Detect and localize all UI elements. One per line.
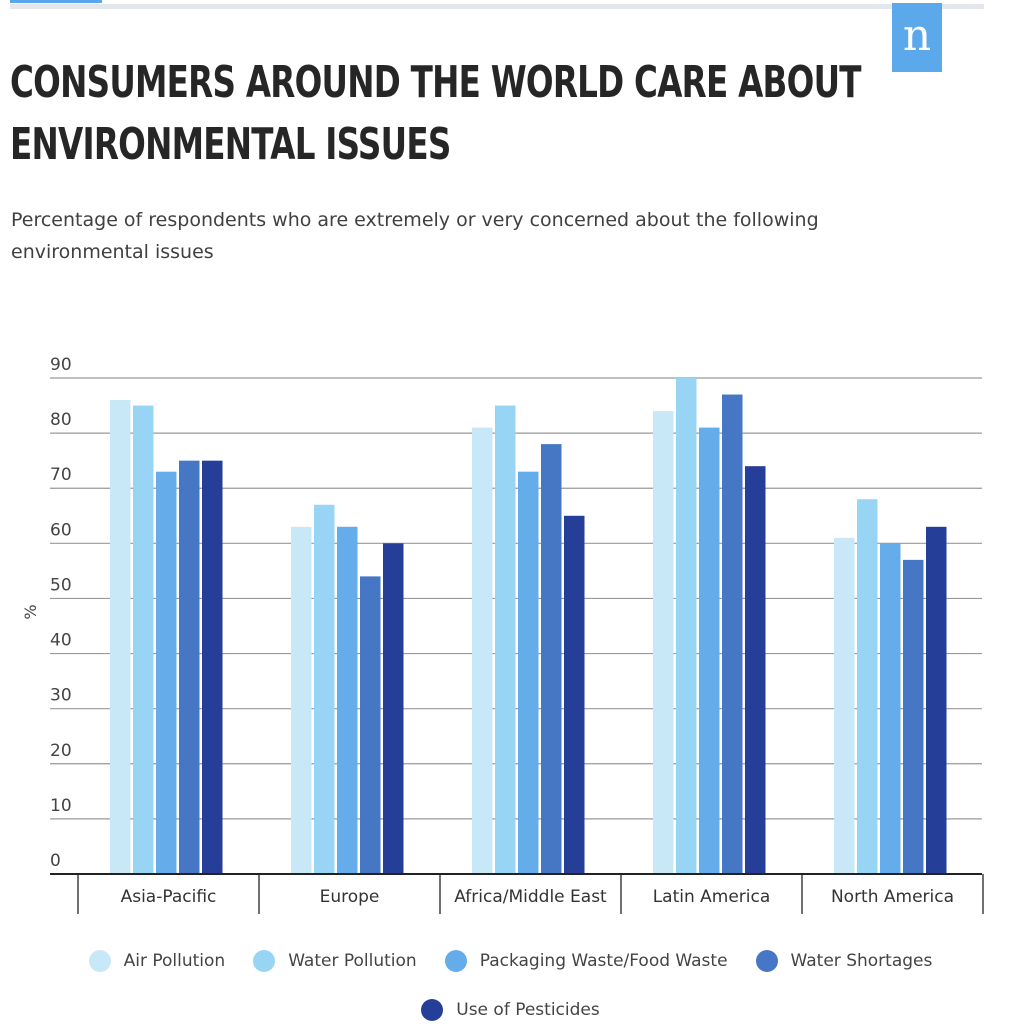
x-tick-label: Latin America	[653, 887, 771, 907]
bar	[699, 427, 720, 874]
legend-label: Packaging Waste/Food Waste	[479, 951, 728, 971]
bar	[383, 543, 404, 874]
bar	[926, 526, 947, 874]
legend-row: Use of Pesticides	[0, 994, 1021, 1026]
bar	[314, 504, 335, 874]
y-tick-label: 60	[50, 520, 72, 540]
legend-dot-icon	[88, 950, 111, 972]
bar	[834, 537, 855, 874]
bar	[745, 466, 766, 874]
bar	[518, 471, 539, 874]
bar	[541, 444, 562, 874]
x-tick-label: Africa/Middle East	[454, 887, 607, 907]
bar	[337, 526, 358, 874]
bar	[202, 460, 223, 874]
bar	[722, 394, 743, 874]
top-border-accent	[10, 0, 102, 3]
bar	[495, 405, 516, 874]
legend-row: Air Pollution Water Pollution Packaging Wa…	[0, 945, 1021, 977]
y-tick-label: 90	[50, 355, 72, 375]
brand-logo: n	[892, 3, 942, 72]
legend-label: Water Shortages	[790, 951, 933, 971]
y-tick-label: 70	[50, 465, 72, 485]
bar	[472, 427, 493, 874]
legend-dot-icon	[444, 950, 467, 972]
chart-subtitle: Percentage of respondents who are extrem…	[11, 209, 819, 263]
bar	[857, 499, 878, 874]
chart-legend: Air Pollution Water Pollution Packaging Wa…	[0, 945, 1021, 1026]
bar	[156, 471, 177, 874]
x-tick-label: Europe	[320, 887, 380, 907]
y-tick-label: 40	[50, 631, 72, 651]
title-line-2: ENVIRONMENTAL ISSUES	[10, 119, 451, 170]
legend-item: Packaging Waste/Food Waste	[444, 950, 728, 972]
bar	[903, 559, 924, 874]
bar	[880, 543, 901, 874]
bar	[291, 526, 312, 874]
x-tick-label: North America	[831, 887, 954, 907]
legend-label: Use of Pesticides	[456, 1000, 600, 1020]
bar	[676, 378, 697, 874]
legend-label: Air Pollution	[123, 951, 226, 971]
legend-dot-icon	[421, 999, 444, 1021]
y-tick-label: 30	[50, 686, 72, 706]
y-tick-label: 0	[50, 851, 61, 871]
bar	[360, 576, 381, 874]
bar	[179, 460, 200, 874]
legend-label: Water Pollution	[288, 951, 417, 971]
bar	[110, 400, 131, 874]
bar	[133, 405, 154, 874]
x-tick-label: Asia-Pacific	[121, 887, 217, 907]
legend-dot-icon	[253, 950, 276, 972]
top-border	[10, 4, 984, 9]
legend-item: Water Shortages	[755, 950, 933, 972]
legend-item: Use of Pesticides	[421, 999, 600, 1021]
y-tick-label: 80	[50, 410, 72, 430]
legend-item: Air Pollution	[88, 950, 226, 972]
y-tick-label: 10	[50, 796, 72, 816]
bar	[653, 411, 674, 874]
y-tick-label: 20	[50, 741, 72, 761]
legend-dot-icon	[755, 950, 778, 972]
bar-chart: 0 10 20 30 40 50 60 70 80 90% Asia-Pacific Europe Af…	[21, 355, 984, 914]
y-tick-label: 50	[50, 575, 72, 595]
bar	[564, 515, 585, 874]
legend-item: Water Pollution	[253, 950, 417, 972]
y-axis-label: %	[21, 604, 40, 619]
